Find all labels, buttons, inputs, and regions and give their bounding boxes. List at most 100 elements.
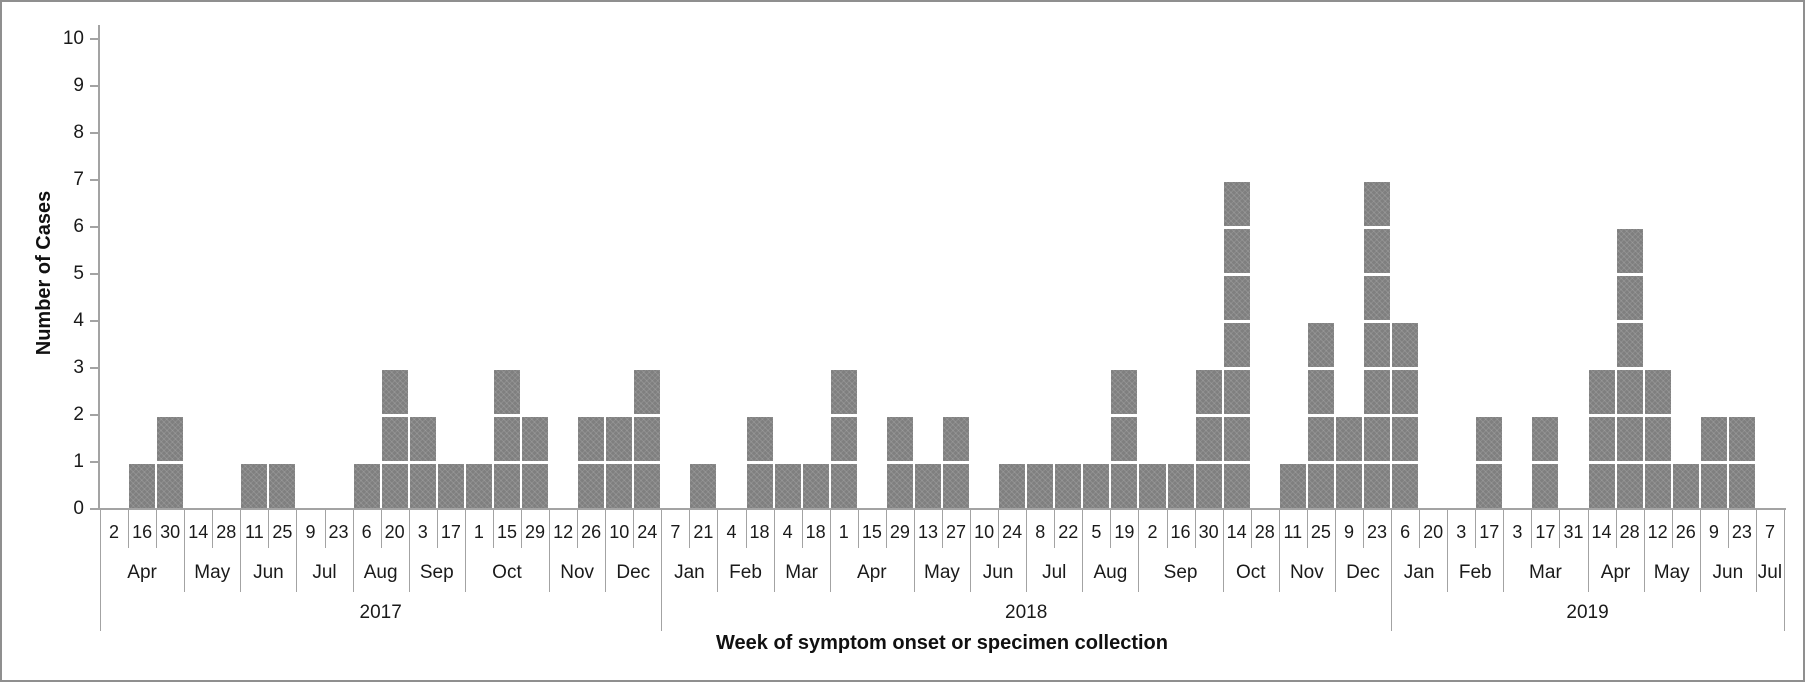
- month-label: Aug: [363, 561, 398, 583]
- year-separator: [1391, 510, 1393, 631]
- week-label: 24: [1002, 522, 1023, 542]
- year-label: 2017: [359, 601, 402, 623]
- month-label: Sep: [1163, 561, 1198, 583]
- bar-segment: [746, 463, 773, 508]
- week-separator: [857, 510, 859, 548]
- bar-segment: [1588, 369, 1615, 414]
- week-separator: [1110, 510, 1112, 548]
- week-label: 26: [1675, 522, 1696, 542]
- bar-segment: [802, 463, 829, 508]
- bar-segment: [1139, 463, 1166, 508]
- month-label: Oct: [1235, 561, 1266, 583]
- bar-segment: [578, 463, 605, 508]
- bar-segment: [1476, 463, 1503, 508]
- bar-segment: [830, 416, 857, 461]
- y-axis-tick: [90, 273, 98, 275]
- bar-segment: [999, 463, 1026, 508]
- week-label: 25: [1310, 522, 1331, 542]
- bar-segment: [830, 369, 857, 414]
- week-separator: [1306, 510, 1308, 548]
- week-label: 5: [1091, 522, 1102, 542]
- week-label: 6: [1400, 522, 1411, 542]
- month-label: Sep: [419, 561, 454, 583]
- week-separator: [1054, 510, 1056, 548]
- week-label: 3: [1456, 522, 1467, 542]
- month-label: Jan: [674, 561, 705, 583]
- week-label: 9: [1343, 522, 1354, 542]
- bar-segment: [1111, 416, 1138, 461]
- week-separator: [1727, 510, 1729, 548]
- bar-segment: [1364, 181, 1391, 226]
- week-label: 28: [1619, 522, 1640, 542]
- bar-segment: [1223, 322, 1250, 367]
- week-label: 30: [1198, 522, 1219, 542]
- bar-segment: [1588, 416, 1615, 461]
- bar-segment: [1616, 416, 1643, 461]
- bar-segment: [465, 463, 492, 508]
- week-label: 9: [1708, 522, 1719, 542]
- y-tick-label: 2: [73, 403, 84, 425]
- month-label: Nov: [560, 561, 595, 583]
- week-label: 9: [305, 522, 316, 542]
- week-label: 8: [1035, 522, 1046, 542]
- y-axis-tick: [90, 38, 98, 40]
- x-axis-line: [98, 508, 1786, 510]
- bar-segment: [1055, 463, 1082, 508]
- month-separator: [829, 510, 831, 592]
- week-separator: [745, 510, 747, 548]
- bar-segment: [1616, 275, 1643, 320]
- week-label: 1: [473, 522, 484, 542]
- week-label: 12: [553, 522, 574, 542]
- bar-segment: [1223, 463, 1250, 508]
- bar-segment: [886, 463, 913, 508]
- week-label: 4: [726, 522, 737, 542]
- month-label: Mar: [785, 561, 819, 583]
- week-separator: [436, 510, 438, 548]
- week-separator: [380, 510, 382, 548]
- bar-segment: [746, 416, 773, 461]
- bar-segment: [493, 369, 520, 414]
- bar-segment: [493, 463, 520, 508]
- bar-segment: [830, 463, 857, 508]
- month-label: Dec: [616, 561, 651, 583]
- month-separator: [1699, 510, 1701, 592]
- bar-segment: [1223, 228, 1250, 273]
- bar-segment: [886, 416, 913, 461]
- month-separator: [1587, 510, 1589, 592]
- month-label: Jul: [312, 561, 337, 583]
- bar-segment: [1195, 463, 1222, 508]
- bar-segment: [493, 416, 520, 461]
- y-tick-label: 8: [73, 121, 84, 143]
- bar-segment: [1392, 463, 1419, 508]
- week-separator: [998, 510, 1000, 548]
- y-axis-tick: [90, 132, 98, 134]
- bar-segment: [578, 416, 605, 461]
- month-label: Apr: [127, 561, 157, 583]
- bar-segment: [241, 463, 268, 508]
- bar-segment: [1307, 322, 1334, 367]
- week-label: 15: [861, 522, 882, 542]
- week-separator: [1363, 510, 1364, 548]
- month-label: Jun: [982, 561, 1014, 583]
- bar-segment: [1111, 463, 1138, 508]
- month-separator: [1334, 510, 1336, 592]
- bar-segment: [437, 463, 464, 508]
- bar-segment: [1588, 463, 1615, 508]
- week-separator: [156, 510, 158, 548]
- week-label: 26: [581, 522, 602, 542]
- week-separator: [633, 510, 635, 548]
- bar-segment: [1364, 416, 1391, 461]
- bar-segment: [1223, 275, 1250, 320]
- bar-segment: [774, 463, 801, 508]
- week-label: 22: [1058, 522, 1079, 542]
- month-separator: [1026, 510, 1028, 592]
- bar-segment: [1616, 228, 1643, 273]
- bar-segment: [522, 416, 549, 461]
- bar-segment: [1616, 463, 1643, 508]
- y-axis-tick: [90, 179, 98, 181]
- bar-segment: [269, 463, 296, 508]
- y-tick-label: 4: [73, 309, 84, 331]
- week-separator: [492, 510, 494, 548]
- bar-segment: [1223, 416, 1250, 461]
- week-label: 3: [417, 522, 428, 542]
